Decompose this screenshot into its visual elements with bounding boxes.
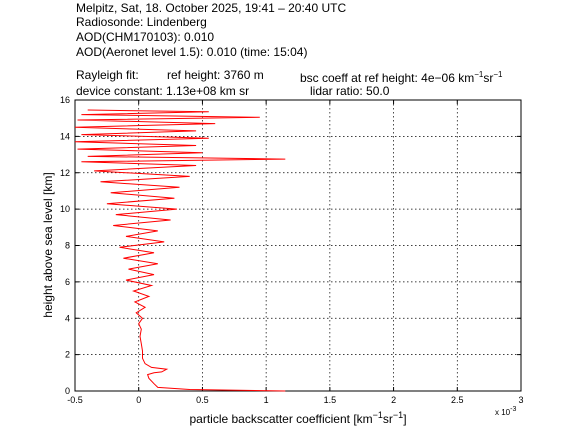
x-tick-label: -0.5 (67, 395, 83, 405)
y-tick-label: 14 (60, 131, 70, 141)
rayleigh-fit-label: Rayleigh fit: (76, 68, 139, 82)
title-line-1: Melpitz, Sat, 18. October 2025, 19:41 – … (76, 1, 347, 15)
x-multiplier-label: x 10-3 (495, 406, 516, 417)
backscatter-profile-line (74, 109, 286, 392)
lidar-ratio-text: lidar ratio: 50.0 (310, 84, 390, 98)
y-tick-label: 2 (65, 350, 70, 360)
x-tick-labels: -0.5 0 0.5 1 1.5 2 2.5 3 (67, 395, 523, 405)
ref-height-text: ref height: 3760 m (167, 68, 264, 82)
bsc-coeff-prefix: bsc coeff at ref height: 4e−06 km (300, 71, 475, 85)
x-tick-label: 2.5 (451, 395, 464, 405)
y-tick-label: 0 (65, 386, 70, 396)
x-tick-label: 0.5 (196, 395, 209, 405)
y-tick-label: 8 (65, 241, 70, 251)
x-tick-label: 0 (136, 395, 141, 405)
y-tick-label: 4 (65, 313, 70, 323)
y-tick-label: 10 (60, 204, 70, 214)
grid-lines (75, 100, 521, 391)
x-tick-label: 2 (391, 395, 396, 405)
bsc-coeff-text: bsc coeff at ref height: 4e−06 km−1sr−1 (300, 68, 502, 85)
plot-area (74, 99, 522, 392)
y-tick-label: 12 (60, 168, 70, 178)
radiosonde-line: Radiosonde: Lindenberg (76, 15, 207, 29)
aod-chm-line: AOD(CHM170103): 0.010 (76, 30, 215, 44)
aod-aeronet-line: AOD(Aeronet level 1.5): 0.010 (time: 15:… (76, 45, 308, 59)
bsc-coeff-sr: sr (483, 71, 494, 85)
x-tick-label: 3 (518, 395, 523, 405)
x-tick-label: 1.5 (324, 395, 337, 405)
x-axis-label: particle backscatter coefficient [km−1sr… (189, 410, 406, 426)
device-constant-text: device constant: 1.13e+08 km sr (76, 84, 250, 98)
x-tick-label: 1 (264, 395, 269, 405)
bsc-coeff-sup2: −1 (493, 70, 503, 79)
y-axis-label: height above sea level [km] (41, 172, 55, 317)
y-tick-label: 16 (60, 95, 70, 105)
y-tick-label: 6 (65, 277, 70, 287)
bsc-coeff-sup1: −1 (474, 70, 484, 79)
y-tick-labels: 0 2 4 6 8 10 12 14 16 (60, 95, 70, 396)
